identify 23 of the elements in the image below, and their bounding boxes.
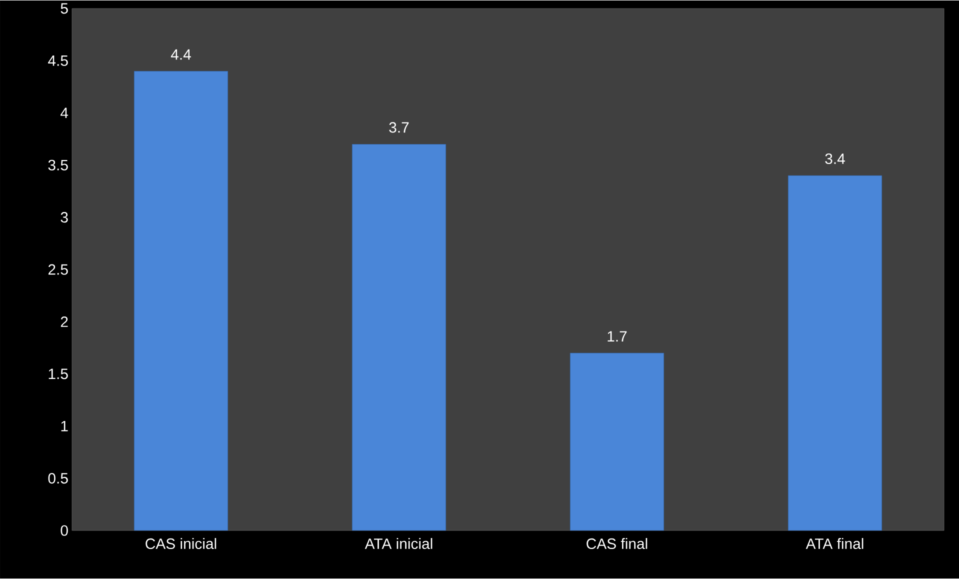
bar <box>352 144 446 531</box>
data-label: 3.7 <box>389 122 409 133</box>
y-tick-label: 2.5 <box>48 264 68 276</box>
x-tick-label: CAS inicial <box>146 538 216 550</box>
y-tick-label: 4.5 <box>48 56 68 66</box>
y-tick-label: 0.5 <box>48 473 68 484</box>
y-tick-label: 2 <box>60 316 68 328</box>
y-tick-label: 1 <box>61 421 68 432</box>
y-tick-label: 1.5 <box>48 368 68 380</box>
x-tick-label: ATA inicial <box>364 538 432 550</box>
x-tick-label: ATA final <box>806 538 864 550</box>
data-label: 1.7 <box>608 331 627 342</box>
y-tick-label: 3 <box>60 212 68 223</box>
x-tick-label: CAS final <box>586 538 648 550</box>
bar <box>570 353 664 531</box>
bar <box>134 71 228 531</box>
data-label: 4.4 <box>170 50 191 60</box>
y-tick-label: 3.5 <box>48 160 68 171</box>
y-tick-label: 5 <box>60 4 68 14</box>
y-tick-label: 4 <box>60 108 68 118</box>
data-label: 3.4 <box>825 154 845 164</box>
y-tick-label: 0 <box>60 525 68 536</box>
bar <box>788 176 882 531</box>
